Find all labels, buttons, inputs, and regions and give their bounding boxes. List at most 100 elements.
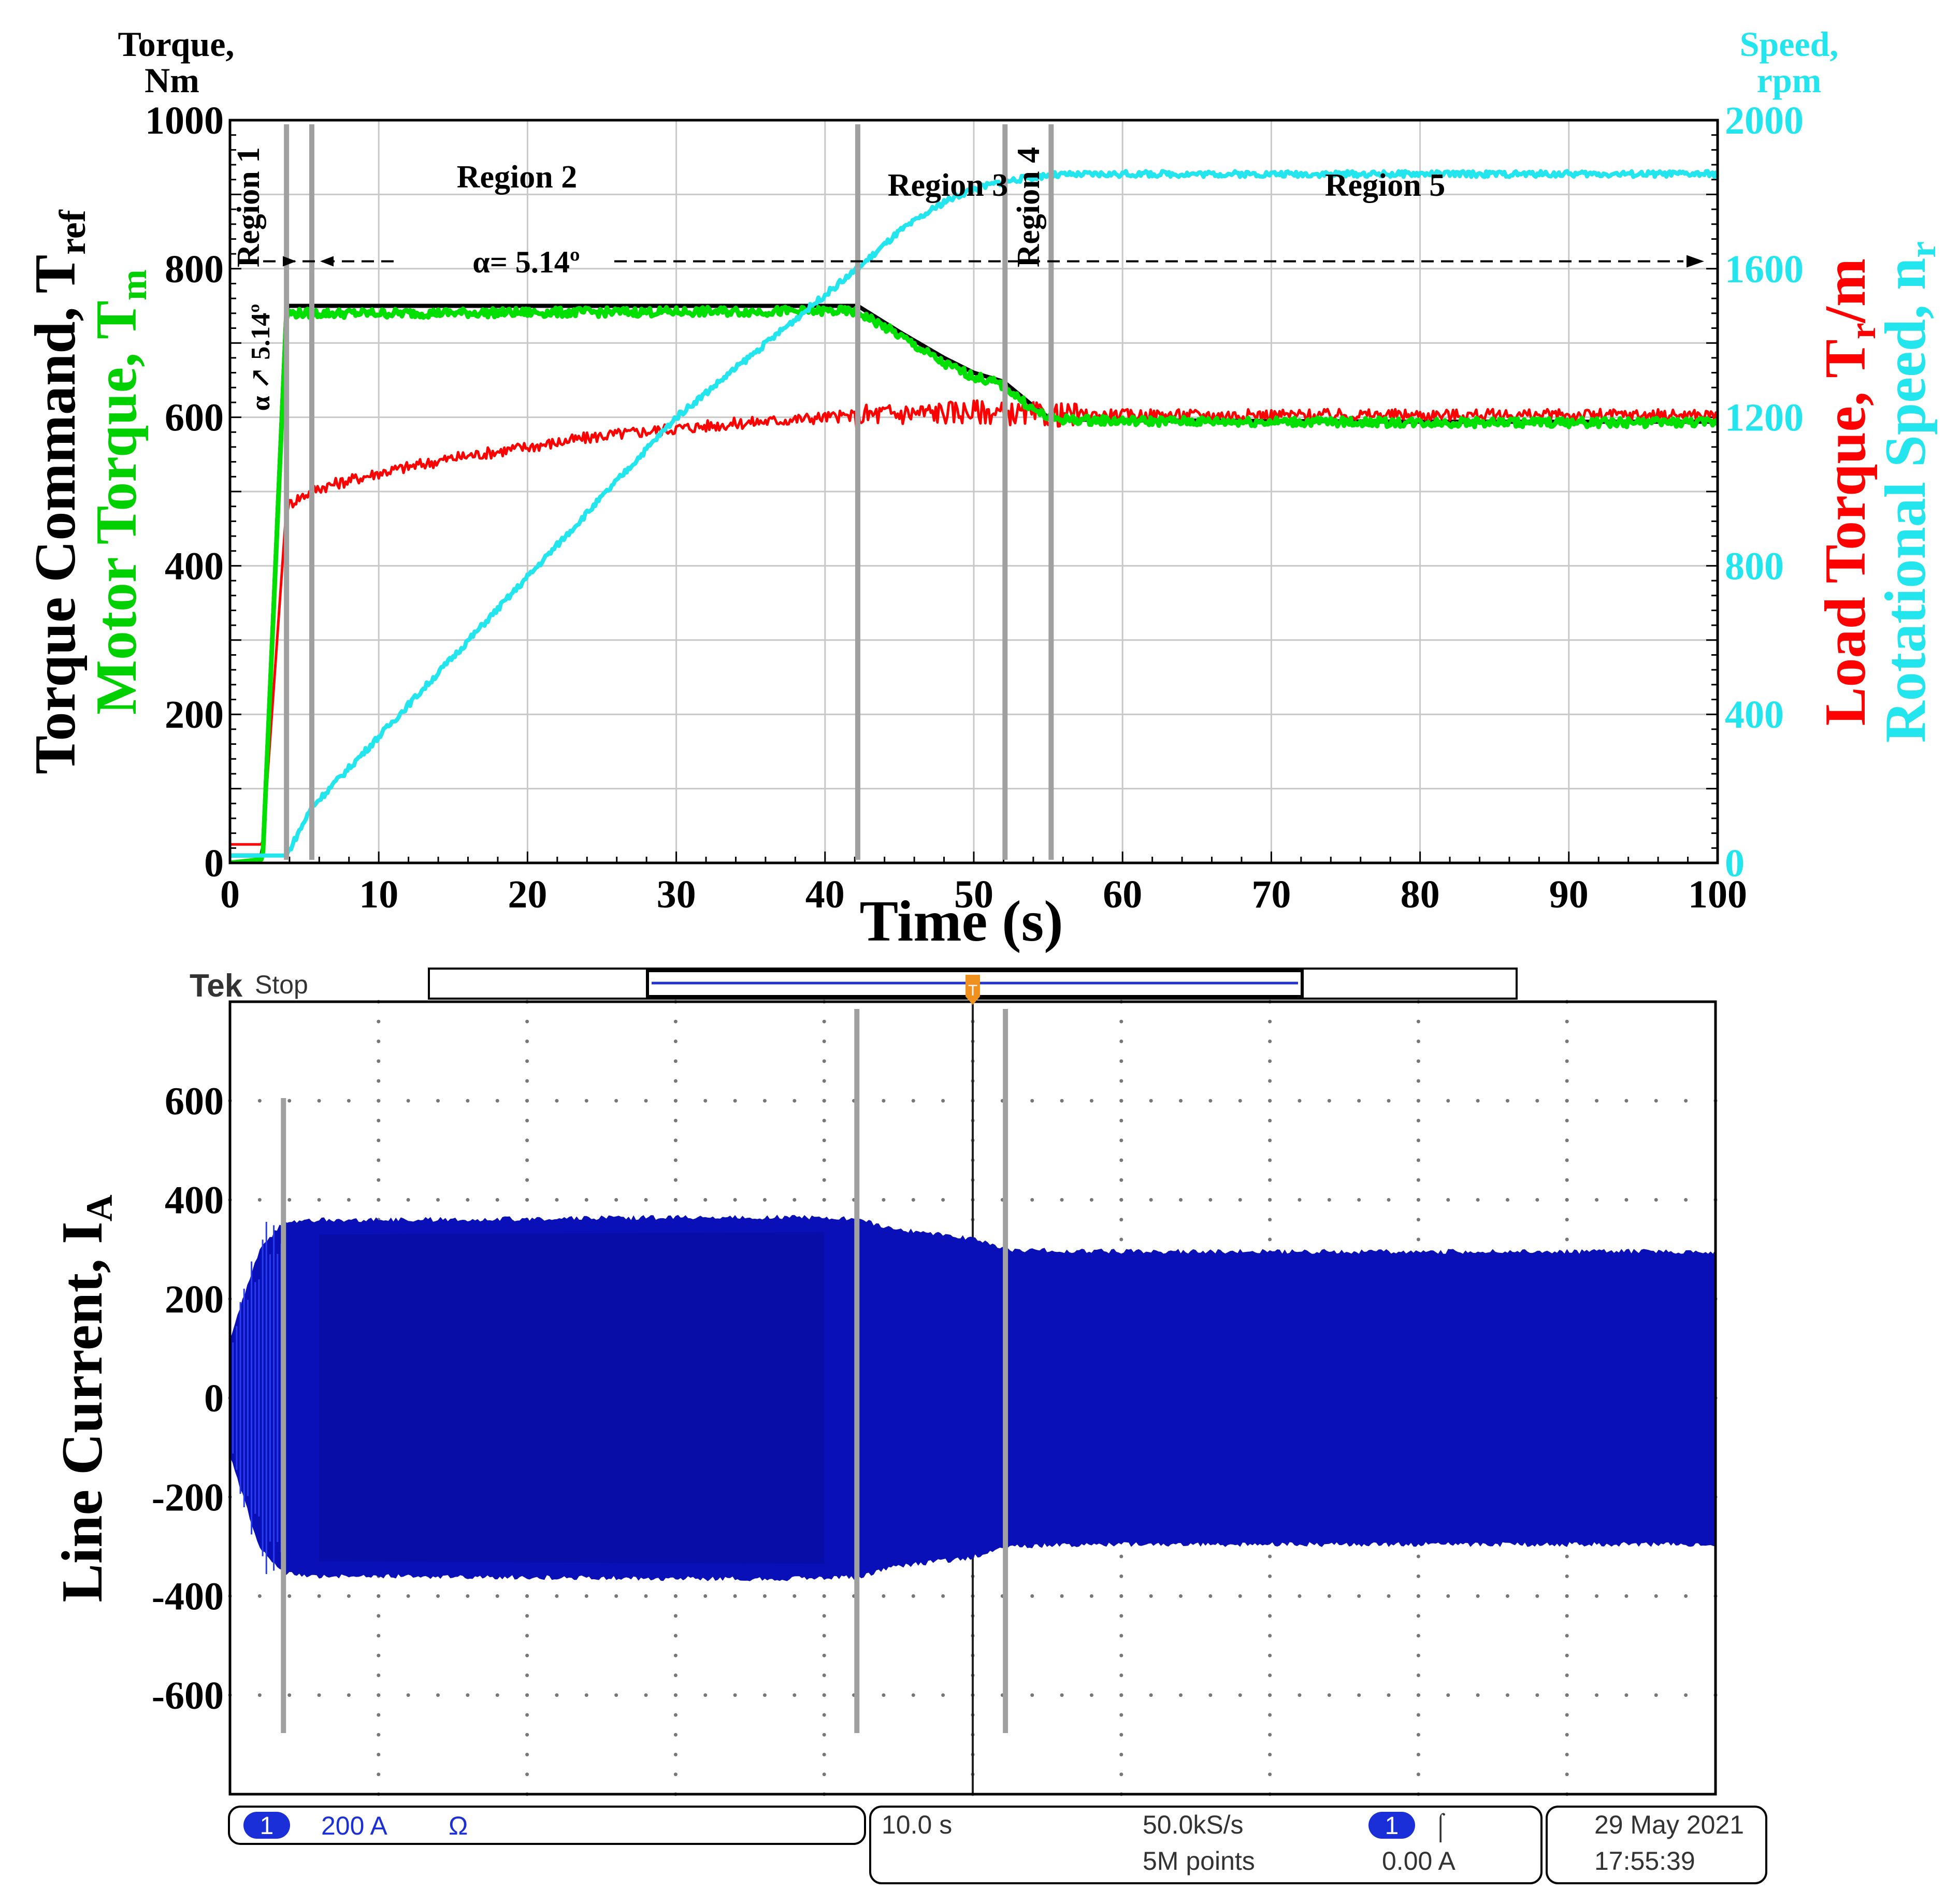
graticule-dot <box>1416 1218 1420 1222</box>
top-y-right-tick-label: 0 <box>1725 842 1745 885</box>
graticule-dot <box>941 1198 945 1202</box>
graticule-dot <box>822 1733 826 1737</box>
graticule-dot <box>1268 1158 1272 1162</box>
graticule-dot <box>941 1693 945 1697</box>
graticule-dot <box>1298 1198 1302 1202</box>
graticule-dot <box>673 1019 678 1023</box>
trigger-position-marker[interactable]: T <box>965 975 980 1005</box>
trigger-slope-icon: ⌠ <box>1433 1811 1448 1842</box>
graticule-dot <box>1387 1693 1391 1697</box>
graticule-dot <box>1476 1198 1480 1202</box>
graticule-dot <box>1416 1158 1420 1162</box>
graticule-dot <box>377 1673 381 1677</box>
graticule-dot <box>1327 1594 1331 1598</box>
graticule-dot <box>1119 1554 1123 1559</box>
graticule-dot <box>525 1594 529 1598</box>
series-load-line <box>230 399 1718 846</box>
graticule-dot <box>1268 1059 1272 1063</box>
graticule-dot <box>822 1198 826 1202</box>
graticule-dot <box>406 1693 410 1697</box>
graticule-dot <box>406 1198 410 1202</box>
graticule-dot <box>1268 1554 1272 1559</box>
graticule-dot <box>1565 1594 1569 1598</box>
graticule-dot <box>406 1594 410 1598</box>
graticule-dot <box>1595 1099 1599 1103</box>
graticule-dot <box>1565 1574 1569 1578</box>
graticule-dot <box>436 1198 440 1202</box>
graticule-dot <box>525 1079 529 1083</box>
graticule-dot <box>1268 1614 1272 1618</box>
graticule-dot <box>1684 1693 1688 1697</box>
top-y-left-tick-label: 400 <box>165 544 224 588</box>
graticule-dot <box>822 1119 826 1122</box>
graticule-dot <box>257 1594 262 1598</box>
graticule-dot <box>822 1713 826 1717</box>
graticule-dot <box>1535 1594 1539 1598</box>
graticule-dot <box>1119 1218 1123 1222</box>
graticule-dot <box>703 1594 708 1598</box>
graticule-dot <box>555 1594 559 1598</box>
graticule-dot <box>1208 1099 1213 1103</box>
graticule-dot <box>377 1594 381 1598</box>
graticule-dot <box>1179 1594 1183 1598</box>
graticule-dot <box>1624 1198 1628 1202</box>
graticule-dot <box>317 1198 321 1202</box>
region-1-label: Region 1 <box>231 147 266 268</box>
region-2-label: Region 2 <box>457 160 578 195</box>
graticule-dot <box>1238 1198 1242 1202</box>
graticule-dot <box>911 1198 915 1202</box>
graticule-dot <box>555 1693 559 1697</box>
graticule-dot <box>1119 1693 1123 1697</box>
scope-trace <box>230 1215 1716 1581</box>
graticule-dot <box>1327 1693 1331 1697</box>
series-motor-line <box>230 305 1718 863</box>
alpha-arrowhead-right <box>1687 255 1704 268</box>
scope-y-tick-label: 200 <box>165 1278 224 1321</box>
graticule-dot <box>347 1594 351 1598</box>
graticule-dot <box>1446 1693 1450 1697</box>
graticule-dot <box>1238 1693 1242 1697</box>
graticule-dot <box>1565 1178 1569 1182</box>
graticule-dot <box>822 1673 826 1677</box>
graticule-dot <box>1268 1574 1272 1578</box>
graticule-dot <box>1565 1693 1569 1697</box>
graticule-dot <box>525 1198 529 1202</box>
graticule-dot <box>673 1753 678 1756</box>
graticule-dot <box>257 1693 262 1697</box>
graticule-dot <box>1416 1594 1420 1598</box>
graticule-dot <box>377 1119 381 1122</box>
graticule-dot <box>822 1653 826 1657</box>
motor-torque-ylabel: Motor Torque, Tm <box>84 269 154 715</box>
graticule-dot <box>644 1198 648 1202</box>
top-y-left-tick-label: 600 <box>165 396 224 440</box>
graticule-dot <box>1119 1594 1123 1598</box>
graticule-dot <box>614 1693 618 1697</box>
graticule-dot <box>1565 1614 1569 1618</box>
capture-date: 29 May 2021 <box>1594 1810 1744 1839</box>
graticule-dot <box>673 1099 678 1103</box>
graticule-dot <box>882 1594 886 1598</box>
scope-y-tick-label: 0 <box>204 1377 224 1420</box>
graticule-dot <box>347 1198 351 1202</box>
graticule-dot <box>644 1594 648 1598</box>
graticule-dot <box>1119 1614 1123 1618</box>
graticule-dot <box>377 1614 381 1618</box>
graticule-dot <box>287 1693 292 1697</box>
scope-y-tick-label: 400 <box>165 1179 224 1222</box>
graticule-dot <box>882 1099 886 1103</box>
channel-status-box[interactable] <box>228 1806 866 1845</box>
graticule-dot <box>1179 1693 1183 1697</box>
sample-rate: 50.0kS/s <box>1143 1810 1244 1839</box>
scope-y-tick-label: 600 <box>165 1079 224 1123</box>
graticule-dot <box>1416 1733 1420 1737</box>
graticule-dot <box>525 1178 529 1182</box>
graticule-dot <box>822 1693 826 1697</box>
graticule-dot <box>1565 1554 1569 1559</box>
graticule-dot <box>1119 1119 1123 1122</box>
graticule-dot <box>644 1693 648 1697</box>
graticule-dot <box>555 1198 559 1202</box>
top-series <box>230 169 1718 863</box>
graticule-dot <box>1060 1693 1064 1697</box>
graticule-dot <box>1179 1099 1183 1103</box>
